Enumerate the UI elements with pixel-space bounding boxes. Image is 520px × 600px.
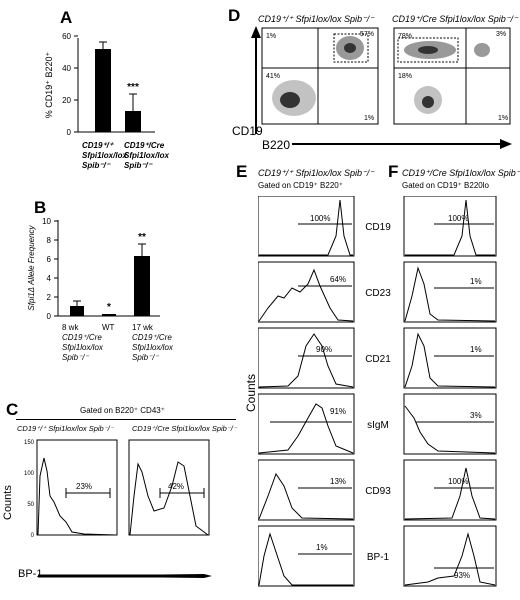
d2-q-ll: 18% bbox=[398, 73, 412, 80]
b-ytick-2: 2 bbox=[47, 293, 52, 302]
c-percent-1: 23% bbox=[76, 482, 92, 491]
c-percent-2: 42% bbox=[168, 482, 184, 491]
marker-sigm: sIgM bbox=[367, 420, 389, 431]
a-geno2-l2: Sfpi1lox/lox bbox=[124, 151, 169, 160]
a-geno2-l3: Spib⁻/⁻ bbox=[124, 161, 153, 170]
d-col1-title: CD19⁺/⁺ Sfpi1lox/lox Spib⁻/⁻ bbox=[258, 14, 375, 24]
b-ytick-6: 6 bbox=[47, 255, 52, 264]
c-gate-line bbox=[16, 419, 236, 420]
b-ytick-10: 10 bbox=[42, 217, 51, 226]
a-ytick-20: 20 bbox=[62, 96, 71, 105]
b-bar-2 bbox=[102, 314, 116, 316]
c-xlabel: BP-1 bbox=[18, 568, 43, 580]
a-ytick-40: 40 bbox=[62, 64, 71, 73]
panel-a-bar-chart: 0 20 40 60 % CD19⁺ B220⁺ *** CD19⁺/⁺ Sfp… bbox=[44, 32, 169, 170]
b-significance-1: * bbox=[107, 302, 111, 313]
d-xlabel: B220 bbox=[262, 138, 291, 152]
a-geno2-l1: CD19⁺/Cre bbox=[124, 141, 165, 150]
d1-q-lr: 1% bbox=[364, 115, 374, 122]
marker-cd23: CD23 bbox=[365, 288, 391, 299]
panel-letter-d: D bbox=[228, 6, 241, 25]
panel-ef-histograms: 100% CD19 100% 64% CD23 1% 90% CD21 1% 9… bbox=[258, 196, 497, 587]
panel-b-bar-chart: 0 2 4 6 8 10 Sfpi1Δ Allele Frequency * *… bbox=[27, 217, 174, 362]
d1-q-ul: 1% bbox=[266, 33, 276, 40]
b-x3-l1: 17 wk bbox=[132, 323, 154, 332]
b-x1-l1: 8 wk bbox=[62, 323, 79, 332]
b-significance-2: ** bbox=[138, 232, 146, 243]
e-gate: Gated on CD19⁺ B220⁺ bbox=[258, 181, 343, 190]
b-x1-l4: Spib⁻/⁻ bbox=[62, 353, 89, 362]
d2-q-ur: 3% bbox=[496, 31, 506, 38]
e-percent-cd19: 100% bbox=[310, 214, 330, 223]
c-ytick-100: 100 bbox=[24, 471, 35, 477]
a-ylabel: % CD19⁺ B220⁺ bbox=[44, 51, 54, 118]
c-ytick-50: 50 bbox=[27, 502, 34, 508]
ef-ylabel: Counts bbox=[244, 373, 258, 412]
f-title: CD19⁺/Cre Sfpi1lox/lox Spib⁻/⁻ bbox=[402, 168, 520, 178]
b-bar-1 bbox=[70, 306, 84, 316]
f-percent-cd19: 100% bbox=[448, 214, 468, 223]
panel-letter-a: A bbox=[60, 8, 73, 27]
panel-letter-c: C bbox=[6, 400, 19, 419]
b-x3-l4: Spib⁻/⁻ bbox=[132, 353, 159, 362]
d1-q-ll: 41% bbox=[266, 73, 280, 80]
d1-q-ur: 57% bbox=[360, 31, 374, 38]
b-x3-l3: Sfpi1lox/lox bbox=[132, 343, 174, 352]
b-x1-l3: Sfpi1lox/lox bbox=[62, 343, 104, 352]
b-bar-3 bbox=[134, 256, 150, 316]
b-ylabel: Sfpi1Δ Allele Frequency bbox=[27, 224, 36, 310]
marker-cd21: CD21 bbox=[365, 354, 391, 365]
f-percent-cd93: 100% bbox=[448, 477, 468, 486]
f-percent-cd21: 1% bbox=[470, 345, 482, 354]
panel-letter-f: F bbox=[388, 162, 399, 181]
c-ytick-0: 0 bbox=[31, 533, 35, 539]
panel-letter-e: E bbox=[236, 162, 248, 181]
a-ytick-0: 0 bbox=[67, 128, 72, 137]
e-percent-bp1: 1% bbox=[316, 543, 328, 552]
marker-cd19: CD19 bbox=[365, 222, 391, 233]
e-title: CD19⁺/⁺ Sfpi1lox/lox Spib⁻/⁻ bbox=[258, 168, 375, 178]
marker-bp1: BP-1 bbox=[367, 552, 390, 563]
e-percent-cd23: 64% bbox=[330, 275, 346, 284]
d-ylabel: CD19 bbox=[232, 124, 263, 138]
marker-cd93: CD93 bbox=[365, 486, 391, 497]
b-x3-l2: CD19⁺/Cre bbox=[132, 333, 172, 342]
panel-letter-b: B bbox=[34, 198, 47, 217]
a-significance: *** bbox=[127, 82, 139, 93]
panel-d-dotplots: 1% 57% 41% 1% 78% 3% 18% 1% bbox=[251, 26, 512, 149]
b-x1-l2: CD19⁺/Cre bbox=[62, 333, 102, 342]
c-gate-label: Gated on B220⁺ CD43⁺ bbox=[80, 406, 165, 415]
b-ytick-0: 0 bbox=[47, 312, 52, 321]
f-percent-bp1: 93% bbox=[454, 571, 470, 580]
d2-q-lr: 1% bbox=[498, 115, 508, 122]
d2-q-ul: 78% bbox=[398, 33, 412, 40]
f-gate: Gated on CD19⁺ B220lo bbox=[402, 181, 489, 190]
a-geno1-l3: Spib⁻/⁻ bbox=[82, 161, 111, 170]
a-geno1-l2: Sfpi1lox/lox bbox=[82, 151, 127, 160]
c-ytick-150: 150 bbox=[24, 440, 35, 446]
f-percent-sigm: 3% bbox=[470, 411, 482, 420]
b-ytick-4: 4 bbox=[47, 274, 52, 283]
panel-c-histograms: 0 50 100 150 23% 42% bbox=[24, 439, 212, 578]
a-bar-1 bbox=[95, 49, 111, 132]
d-col2-title: CD19⁺/Cre Sfpi1lox/lox Spib⁻/⁻ bbox=[392, 14, 518, 24]
a-ytick-60: 60 bbox=[62, 32, 71, 41]
e-percent-cd21: 90% bbox=[316, 345, 332, 354]
e-percent-sigm: 91% bbox=[330, 407, 346, 416]
e-percent-cd93: 13% bbox=[330, 477, 346, 486]
a-bar-2 bbox=[125, 111, 141, 132]
c-col2-title: CD19⁺/Cre Sfpi1lox/lox Spib⁻/⁻ bbox=[132, 424, 237, 433]
c-ylabel: Counts bbox=[2, 485, 14, 520]
f-percent-cd23: 1% bbox=[470, 277, 482, 286]
b-ytick-8: 8 bbox=[47, 236, 52, 245]
b-x2-l1: WT bbox=[102, 323, 115, 332]
a-geno1-l1: CD19⁺/⁺ bbox=[82, 141, 114, 150]
c-col1-title: CD19⁺/⁺ Sfpi1lox/lox Spib⁻/⁻ bbox=[17, 424, 114, 433]
